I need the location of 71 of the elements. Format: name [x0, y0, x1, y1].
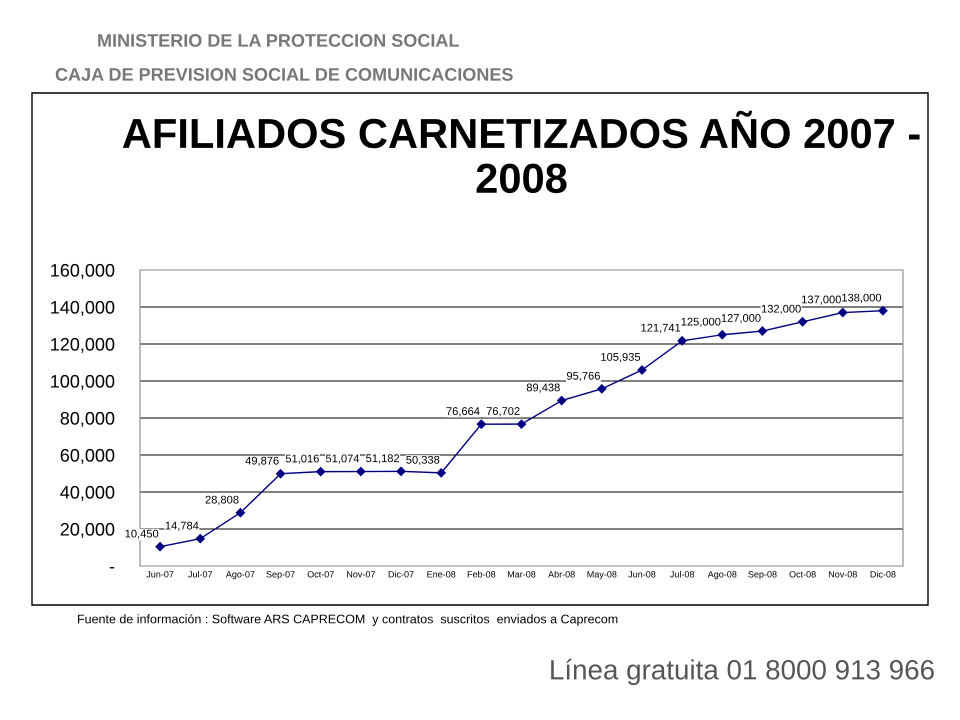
x-tick-label: Nov-07: [347, 571, 375, 578]
point: [557, 396, 566, 406]
text: CAJA DE PREVISION SOCIAL DE COMUNICACIONES: [56, 68, 513, 81]
y-tick-label: 120,000: [51, 338, 114, 353]
data-label: 138,000: [842, 294, 882, 303]
data-label: 125,000: [682, 318, 720, 327]
text: Línea gratuita 01 8000 913 966: [551, 658, 934, 686]
data-label: 89,438: [526, 384, 560, 393]
data-label: 105,935: [601, 353, 640, 362]
x-tick-label: Feb-08: [468, 570, 496, 578]
data-label: 51,016: [286, 454, 319, 464]
point: [436, 468, 446, 478]
x-tick-label: Abr-08: [548, 570, 575, 578]
y-tick-label: -: [110, 567, 114, 568]
x-tick-label: Jul-08: [670, 570, 694, 578]
chart-title: AFILIADOS CARNETIZADOS AÑO 2007 - 2008: [122, 110, 920, 194]
x-tick-label: Jul-07: [188, 570, 212, 578]
x-tick-label: Ago-08: [708, 571, 736, 580]
x-tick-label: May-08: [588, 571, 616, 580]
y-tick-label: 100,000: [51, 374, 114, 390]
point: [356, 466, 366, 476]
y-tick-label: 140,000: [51, 300, 114, 316]
point: [196, 534, 205, 544]
data-label: 10,450: [126, 530, 158, 539]
x-tick-label: Mar-08: [508, 571, 536, 578]
x-tick-label: Sep-08: [748, 571, 777, 580]
y-tick-label: 160,000: [51, 264, 114, 279]
x-tick-label: Ene-08: [427, 571, 456, 578]
data-label: 51,074: [326, 454, 360, 464]
data-label: 127,000: [722, 314, 761, 324]
data-label: 49,876: [245, 456, 279, 466]
y-tick-label: 60,000: [60, 448, 114, 464]
source-note: Fuente de información : Software ARS CAPRECOM y contratos suscritos enviados a Caprecom: [78, 614, 618, 626]
point: [678, 336, 687, 346]
y-tick-label: 80,000: [60, 412, 114, 427]
x-tick-label: Oct-08: [789, 571, 816, 578]
x-tick-label: Ago-07: [226, 571, 254, 580]
point: [476, 420, 486, 429]
point: [276, 469, 286, 478]
x-tick-label: Sep-07: [266, 571, 295, 580]
data-label: 14,784: [166, 522, 199, 531]
y-tick-label: 40,000: [60, 486, 114, 501]
point: [516, 419, 526, 429]
point: [236, 508, 246, 518]
point: [718, 330, 727, 340]
text: MINISTERIO DE LA PROTECCION SOCIAL: [98, 34, 459, 47]
x-tick-label: Dic-08: [870, 570, 896, 578]
y-tick-label: 20,000: [60, 522, 114, 538]
data-label: 76,664: [446, 407, 480, 416]
data-label: 121,741: [641, 324, 680, 333]
point: [637, 365, 647, 375]
x-tick-label: Dic-07: [388, 570, 414, 578]
point: [878, 306, 888, 316]
data-label: 51,182: [366, 454, 400, 464]
x-tick-label: Oct-07: [308, 571, 334, 578]
data-label: 95,766: [566, 372, 600, 382]
point: [396, 466, 406, 476]
x-tick-label: Jun-08: [628, 571, 656, 578]
point: [798, 317, 808, 326]
data-label: 50,338: [406, 456, 440, 466]
data-label: 132,000: [762, 304, 801, 314]
data-label: 28,808: [206, 496, 239, 505]
data-label: 137,000: [802, 296, 841, 305]
point: [316, 466, 326, 476]
data-label: 76,702: [486, 407, 520, 416]
point: [758, 326, 768, 336]
point: [155, 542, 165, 552]
point: [597, 384, 606, 394]
x-tick-label: Jun-07: [146, 571, 174, 578]
point: [838, 308, 848, 318]
x-tick-label: Nov-08: [828, 571, 857, 578]
